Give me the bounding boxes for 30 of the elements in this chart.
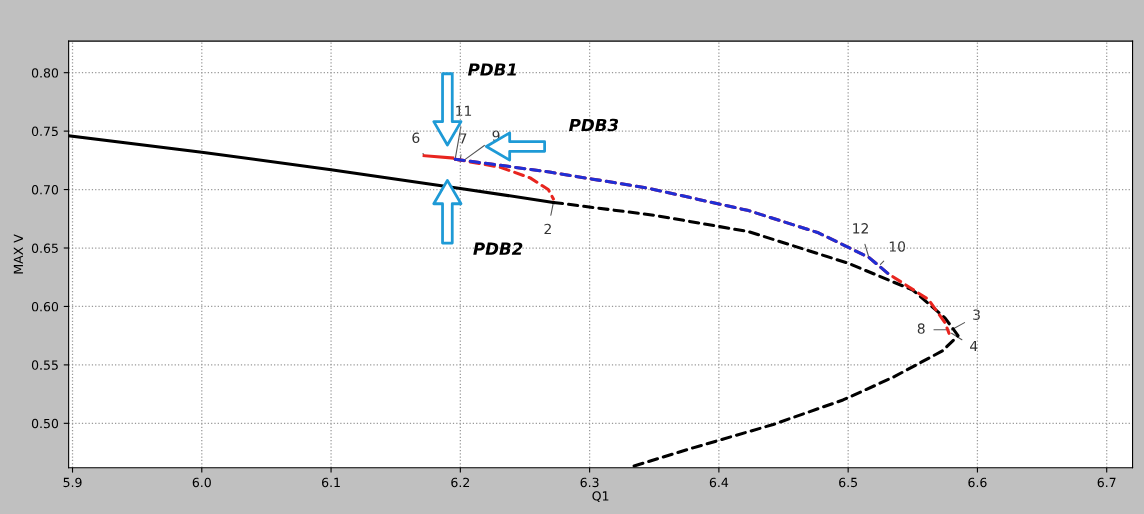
x-tick-label: 5.9 xyxy=(63,477,82,488)
x-tick-label: 6.0 xyxy=(192,477,211,488)
y-tick-label: 0.65 xyxy=(31,243,58,253)
annotation: 4 xyxy=(970,340,978,352)
annotation: 7 xyxy=(459,133,467,144)
x-tick-label: 6.7 xyxy=(1097,477,1116,488)
annotation: 2 xyxy=(544,223,551,235)
y-tick-label: 0.50 xyxy=(31,418,59,429)
annotation: PDB3 xyxy=(569,118,619,132)
annotation: 10 xyxy=(889,241,906,252)
x-axis-title: Q1 xyxy=(592,491,609,503)
annotation: 11 xyxy=(456,105,472,116)
annotation: 3 xyxy=(973,309,980,320)
y-tick-label: 0.80 xyxy=(31,68,59,78)
annotation: PDB2 xyxy=(473,242,523,255)
annotation: 8 xyxy=(917,323,925,334)
x-tick-label: 6.5 xyxy=(839,477,858,488)
x-tick-label: 6.4 xyxy=(709,477,729,488)
y-tick-label: 0.70 xyxy=(31,185,59,195)
y-axis-title: MAX V xyxy=(13,234,23,274)
y-tick-label: 0.55 xyxy=(31,360,58,370)
x-tick-label: 6.6 xyxy=(968,477,987,488)
x-tick-label: 6.1 xyxy=(322,477,340,488)
y-tick-label: 0.75 xyxy=(31,126,58,137)
annotation: 12 xyxy=(853,223,868,234)
x-tick-label: 6.3 xyxy=(580,477,599,488)
annotation: PDB1 xyxy=(467,63,516,76)
y-tick-label: 0.60 xyxy=(31,301,59,312)
annotation: 6 xyxy=(412,132,420,144)
x-tick-label: 6.2 xyxy=(451,477,470,488)
